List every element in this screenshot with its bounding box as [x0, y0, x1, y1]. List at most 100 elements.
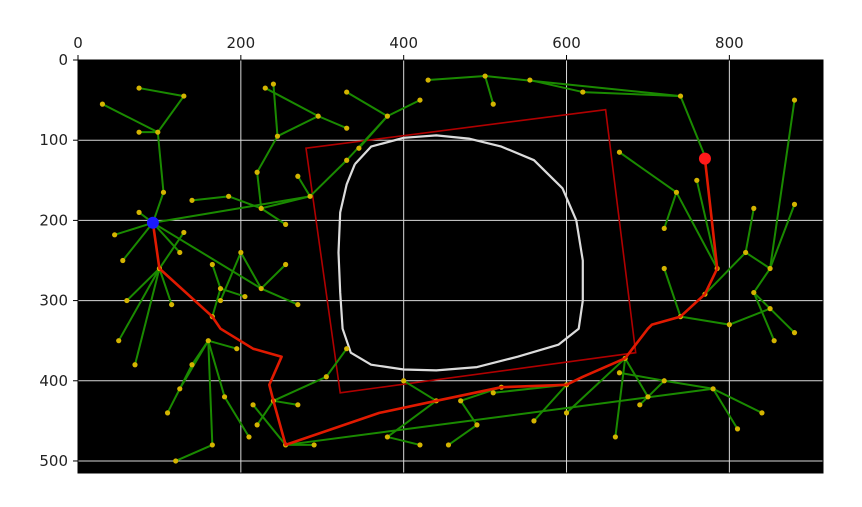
tree-edge — [223, 396, 250, 438]
tree-node — [258, 285, 264, 292]
tree-edge — [175, 444, 213, 462]
tree-edge — [152, 195, 311, 224]
tree-edge — [158, 231, 185, 270]
tree-edge — [138, 87, 185, 98]
tree — [99, 73, 798, 464]
tree-node — [661, 265, 667, 272]
axes-frame — [77, 59, 824, 474]
path-line — [151, 158, 719, 447]
y-tick-label: 400 — [39, 372, 68, 390]
tree-edge — [358, 115, 389, 149]
tree-node — [254, 169, 260, 175]
plot-area — [78, 60, 823, 473]
tree-edge — [260, 287, 299, 306]
tree-edge — [712, 387, 763, 414]
tree-node — [527, 77, 533, 83]
tree-node — [726, 322, 732, 328]
tree-node — [616, 149, 623, 155]
tree-node — [384, 434, 390, 440]
tree-node — [482, 73, 488, 79]
tree-edge — [156, 132, 165, 193]
tree-node — [673, 189, 680, 195]
x-tick-label: 600 — [552, 34, 581, 52]
tree-node — [417, 97, 423, 103]
tree-edge — [386, 99, 421, 118]
tree-edge — [309, 159, 348, 198]
tree-node — [751, 205, 757, 211]
tree-node — [181, 93, 187, 99]
tree-node — [177, 249, 183, 256]
tree-node — [710, 386, 716, 392]
start-marker — [146, 216, 159, 229]
tree-edge — [529, 79, 584, 94]
tree-node — [771, 338, 777, 344]
tree-edge — [256, 400, 275, 426]
tree-edge — [769, 99, 796, 269]
tree-edge — [114, 221, 154, 236]
tree-edge — [387, 435, 421, 446]
tree-node — [743, 249, 749, 256]
tree-node — [490, 101, 496, 107]
tree-edge — [156, 95, 185, 133]
tree-edge — [207, 340, 226, 398]
tree-edge — [152, 221, 262, 290]
tree-node — [384, 113, 390, 119]
tree-node — [323, 374, 329, 380]
tree-node — [311, 442, 317, 448]
tree-node — [164, 410, 171, 416]
tree-edge — [211, 264, 222, 289]
tree-edge — [744, 208, 755, 253]
tree-edge — [712, 388, 739, 430]
tree-node — [315, 113, 321, 119]
path — [151, 158, 719, 447]
axes: 0 200 400 600 800 0 100 200 300 400 500 — [39, 34, 824, 474]
tree-node — [767, 306, 773, 312]
tree-node — [112, 232, 118, 238]
tree-edge — [484, 75, 495, 105]
tree-edge — [565, 357, 626, 414]
tree-edge — [277, 115, 319, 138]
tree-edge — [273, 399, 298, 406]
tree-node — [120, 257, 126, 264]
tree-node — [258, 205, 264, 211]
tree-node — [209, 442, 215, 448]
tree-node — [612, 434, 618, 440]
tree-node — [580, 89, 586, 95]
tree-node — [751, 289, 757, 296]
tree-node — [458, 398, 464, 404]
tree-edge — [158, 268, 173, 305]
tree-edge — [122, 222, 154, 262]
tree-edge — [769, 203, 796, 269]
tree-node — [417, 442, 423, 448]
tree-edge — [346, 91, 388, 117]
tree-node — [274, 133, 281, 139]
tree-node — [531, 418, 537, 424]
tree-node — [124, 297, 130, 304]
tree-node — [759, 410, 765, 416]
y-tick-label: 200 — [39, 211, 68, 229]
tree-node — [677, 93, 684, 99]
tree-node — [262, 85, 268, 91]
tree-node — [250, 402, 256, 408]
tree-node — [474, 422, 480, 428]
tree-node — [136, 129, 142, 135]
tree-node — [401, 378, 407, 384]
tree-node — [173, 458, 179, 464]
tree-edge — [260, 263, 287, 290]
tree-node — [563, 410, 570, 416]
x-tick-label: 0 — [73, 34, 83, 52]
tree-node — [295, 402, 301, 408]
tree-node — [344, 346, 350, 352]
tree-node — [238, 249, 244, 256]
tree-edge — [260, 207, 287, 226]
tree-node — [217, 297, 224, 304]
tree-node — [169, 301, 175, 308]
tree-edge — [191, 195, 229, 202]
tree-node — [645, 394, 651, 400]
tree-node — [99, 101, 106, 107]
tree-node — [734, 426, 741, 432]
tree-edge — [126, 267, 161, 302]
tree-edge — [618, 151, 678, 194]
tree-edge — [252, 404, 287, 446]
